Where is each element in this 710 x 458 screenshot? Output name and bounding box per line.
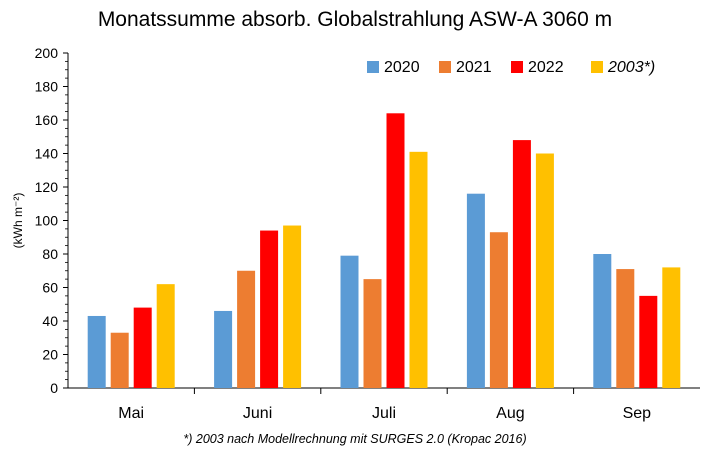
y-tick-label: 20 bbox=[42, 347, 58, 363]
legend-label: 2022 bbox=[528, 59, 564, 76]
legend-swatch-1 bbox=[439, 61, 451, 73]
y-tick-label: 120 bbox=[35, 179, 59, 195]
bar-2022-sep bbox=[639, 295, 658, 388]
bar-2021-juli bbox=[363, 279, 382, 388]
legend-swatch-3 bbox=[591, 61, 603, 73]
y-tick-label: 80 bbox=[42, 246, 58, 262]
x-tick-label: Sep bbox=[623, 405, 652, 422]
chart-footnote: *) 2003 nach Modellrechnung mit SURGES 2… bbox=[183, 432, 527, 446]
x-tick-label: Juni bbox=[243, 405, 272, 422]
legend-label: 2020 bbox=[384, 59, 420, 76]
x-tick-label: Mai bbox=[118, 405, 144, 422]
legend-swatch-0 bbox=[367, 61, 379, 73]
x-tick-label: Aug bbox=[496, 405, 524, 422]
y-tick-label: 140 bbox=[35, 146, 59, 162]
bar-2020-juni bbox=[214, 310, 233, 388]
bar-2021-aug bbox=[489, 232, 508, 388]
y-tick-label: 60 bbox=[42, 280, 58, 296]
bar-2022-aug bbox=[512, 140, 531, 388]
bar-2022-juni bbox=[260, 230, 279, 388]
y-tick-label: 200 bbox=[35, 45, 59, 61]
legend-label: 2003*) bbox=[607, 59, 655, 76]
y-tick-label: 180 bbox=[35, 79, 59, 95]
bar-2022-mai bbox=[133, 307, 152, 388]
bar-2021-sep bbox=[616, 269, 635, 388]
bar-2021-juni bbox=[237, 270, 256, 388]
bar-2003-sep bbox=[662, 267, 681, 388]
bar-2020-juli bbox=[340, 255, 359, 388]
bar-2022-juli bbox=[386, 113, 405, 389]
bar-2021-mai bbox=[110, 332, 129, 388]
legend-label: 2021 bbox=[456, 59, 492, 76]
y-tick-label: 0 bbox=[50, 380, 58, 396]
x-tick-label: Juli bbox=[372, 405, 396, 422]
y-axis-label: (kWh m⁻²) bbox=[11, 193, 25, 249]
legend-swatch-2 bbox=[511, 61, 523, 73]
bar-2020-sep bbox=[593, 254, 612, 388]
bar-2003-mai bbox=[156, 284, 175, 388]
y-tick-label: 100 bbox=[35, 213, 59, 229]
bar-2020-aug bbox=[466, 193, 485, 388]
y-tick-label: 40 bbox=[42, 313, 58, 329]
y-tick-label: 160 bbox=[35, 112, 59, 128]
bar-2003-juni bbox=[283, 225, 302, 388]
bar-2003-aug bbox=[535, 153, 554, 388]
chart-title: Monatssumme absorb. Globalstrahlung ASW-… bbox=[97, 8, 613, 31]
bar-2020-mai bbox=[87, 315, 106, 388]
bar-2003-juli bbox=[409, 151, 428, 388]
